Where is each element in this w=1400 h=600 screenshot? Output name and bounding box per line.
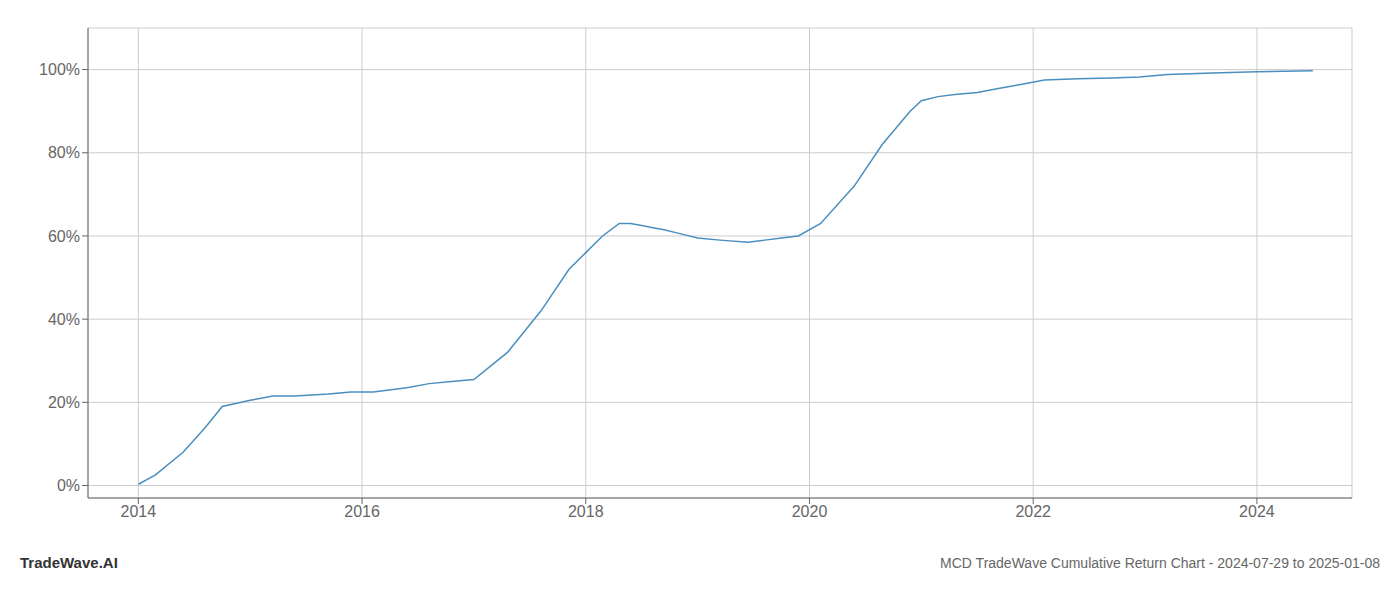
svg-text:2024: 2024 [1239,503,1275,520]
svg-text:60%: 60% [48,228,80,245]
svg-text:2018: 2018 [568,503,604,520]
svg-text:2020: 2020 [792,503,828,520]
svg-text:2016: 2016 [344,503,380,520]
svg-text:100%: 100% [39,61,80,78]
svg-text:80%: 80% [48,144,80,161]
html-text:TradeWave.AI: TradeWave.AI [20,554,118,571]
html-text:MCD TradeWave Cumulative Retur: MCD TradeWave Cumulative Return Chart - … [940,554,1380,571]
svg-text:2022: 2022 [1015,503,1051,520]
svg-text:40%: 40% [48,311,80,328]
svg-text:2014: 2014 [121,503,157,520]
svg-text:20%: 20% [48,394,80,411]
svg-text:0%: 0% [57,477,80,494]
